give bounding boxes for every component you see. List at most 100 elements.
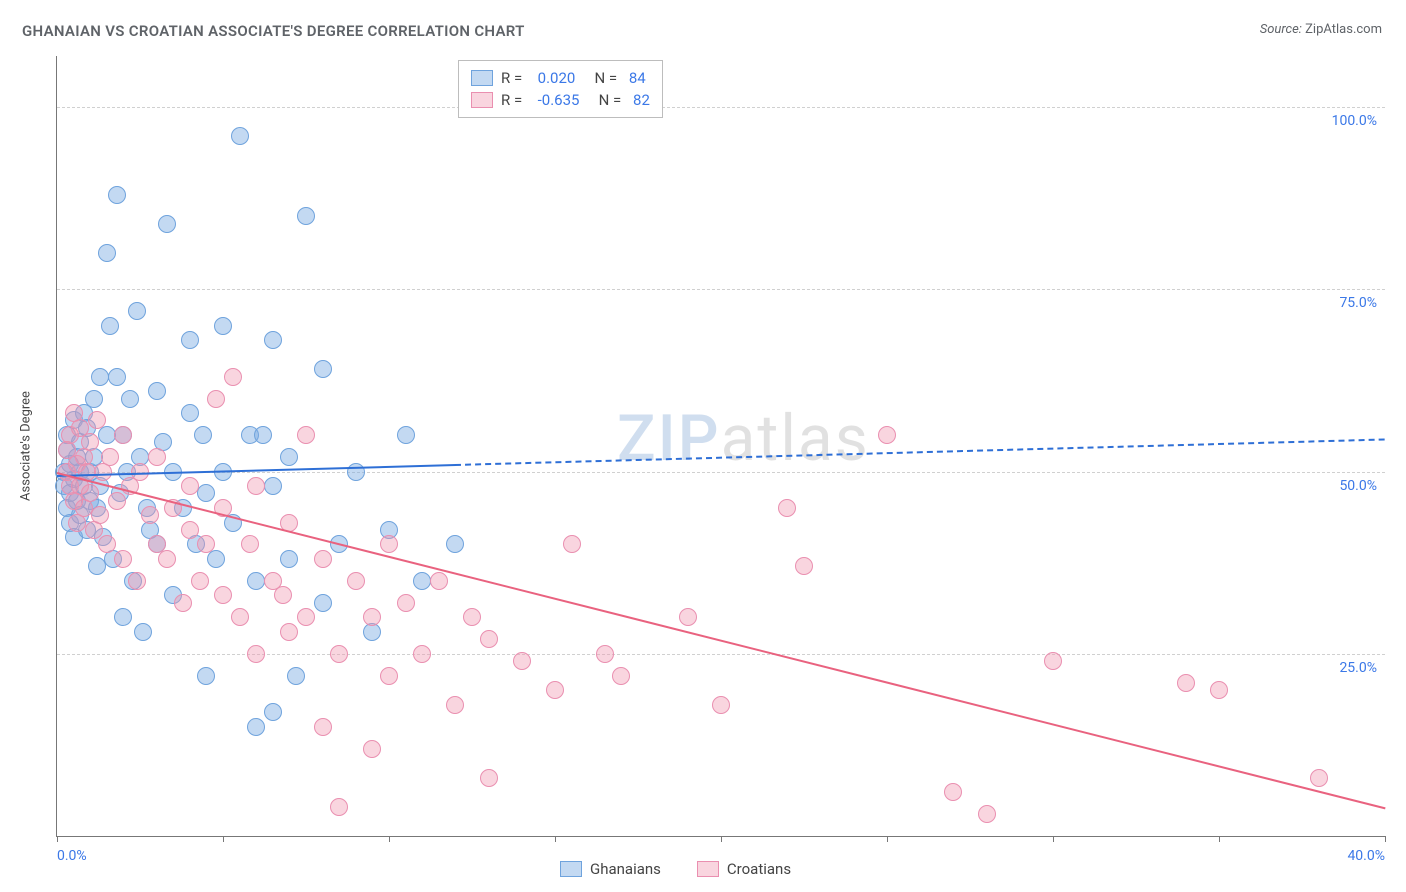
data-point [81, 484, 99, 502]
data-point [1210, 681, 1228, 699]
watermark-zip: ZIP [617, 401, 721, 476]
data-point [231, 608, 249, 626]
n-label: N = [583, 69, 621, 87]
data-point [314, 718, 332, 736]
data-point [91, 506, 109, 524]
data-point [231, 127, 249, 145]
data-point [214, 317, 232, 335]
data-point [247, 572, 265, 590]
data-point [148, 382, 166, 400]
data-point [264, 703, 282, 721]
data-point [546, 681, 564, 699]
data-point [1177, 674, 1195, 692]
data-point [679, 608, 697, 626]
data-point [98, 244, 116, 262]
legend-swatch [560, 861, 582, 877]
data-point [397, 594, 415, 612]
watermark: ZIPatlas [617, 401, 870, 476]
data-point [778, 499, 796, 517]
data-point [978, 805, 996, 823]
y-tick-label: 50.0% [1339, 478, 1377, 494]
data-point [148, 448, 166, 466]
legend-item: Ghanaians [560, 860, 661, 878]
x-tick [389, 836, 390, 842]
data-point [446, 535, 464, 553]
gridline [57, 289, 1385, 290]
data-point [247, 477, 265, 495]
data-point [314, 594, 332, 612]
data-point [712, 696, 730, 714]
data-point [463, 608, 481, 626]
gridline [57, 107, 1385, 108]
data-point [297, 207, 315, 225]
data-point [596, 645, 614, 663]
trend-line [455, 439, 1385, 467]
data-point [430, 572, 448, 590]
r-value: 0.020 [538, 69, 576, 87]
source-name: ZipAtlas.com [1305, 22, 1382, 37]
data-point [224, 368, 242, 386]
data-point [181, 331, 199, 349]
data-point [101, 317, 119, 335]
data-point [480, 630, 498, 648]
data-point [347, 463, 365, 481]
y-tick-label: 25.0% [1339, 660, 1377, 676]
source-label: Source: [1260, 22, 1302, 37]
data-point [247, 645, 265, 663]
r-label: R = [501, 91, 530, 109]
legend-row: R = -0.635 N = 82 [471, 89, 650, 111]
data-point [128, 572, 146, 590]
data-point [197, 535, 215, 553]
data-point [612, 667, 630, 685]
x-tick-label: 40.0% [1347, 848, 1385, 864]
trend-line [57, 472, 1385, 809]
y-tick-label: 75.0% [1339, 295, 1377, 311]
x-tick [721, 836, 722, 842]
data-point [214, 586, 232, 604]
n-value: 82 [633, 91, 650, 109]
legend-swatch [697, 861, 719, 877]
data-point [81, 433, 99, 451]
data-point [191, 572, 209, 590]
data-point [241, 535, 259, 553]
correlation-legend: R = 0.020 N = 84 R = -0.635 N = 82 [458, 60, 663, 118]
data-point [347, 572, 365, 590]
x-tick [223, 836, 224, 842]
data-point [194, 426, 212, 444]
n-value: 84 [629, 69, 646, 87]
data-point [158, 215, 176, 233]
data-point [480, 769, 498, 787]
scatter-plot: ZIPatlas 25.0%50.0%75.0%100.0%0.0%40.0% [56, 56, 1385, 837]
data-point [114, 550, 132, 568]
legend-item: Croatians [697, 860, 791, 878]
y-axis-title: Associate's Degree [19, 391, 34, 501]
series-legend: Ghanaians Croatians [560, 860, 791, 878]
data-point [114, 426, 132, 444]
data-point [108, 492, 126, 510]
gridline [57, 472, 1385, 473]
data-point [330, 645, 348, 663]
legend-swatch [471, 92, 493, 108]
data-point [174, 594, 192, 612]
data-point [108, 186, 126, 204]
data-point [513, 652, 531, 670]
data-point [413, 572, 431, 590]
x-tick [1053, 836, 1054, 842]
x-tick [57, 836, 58, 842]
data-point [944, 783, 962, 801]
data-point [314, 360, 332, 378]
data-point [114, 608, 132, 626]
data-point [131, 463, 149, 481]
source-attribution: Source: ZipAtlas.com [1260, 22, 1382, 37]
data-point [397, 426, 415, 444]
data-point [1310, 769, 1328, 787]
data-point [88, 557, 106, 575]
data-point [363, 740, 381, 758]
data-point [98, 426, 116, 444]
data-point [247, 718, 265, 736]
x-tick [1385, 836, 1386, 842]
data-point [297, 608, 315, 626]
x-tick [555, 836, 556, 842]
data-point [88, 411, 106, 429]
data-point [264, 331, 282, 349]
